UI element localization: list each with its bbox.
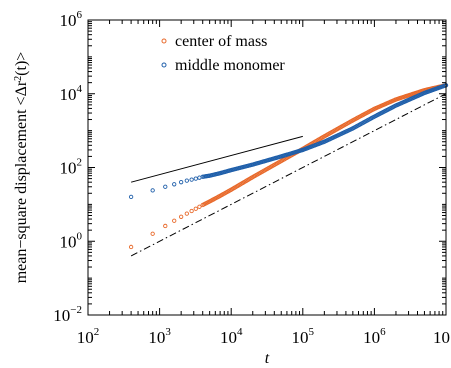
y-axis-title-tail: (t)> — [13, 52, 30, 76]
data-point-middle-monomer — [164, 185, 167, 188]
x-tick-label: 103 — [148, 326, 171, 347]
data-points — [129, 84, 447, 249]
y-tick-label-exponent: −2 — [70, 304, 82, 316]
legend: center of mass middle monomer — [162, 33, 285, 74]
y-tick-label-exponent: 4 — [77, 83, 83, 95]
data-point-center-of-mass — [151, 232, 154, 235]
legend-marker-middle-monomer — [162, 63, 166, 67]
reference-lines — [131, 94, 446, 256]
y-axis-title-main: mean−square displacement <Δr — [13, 80, 30, 283]
data-point-middle-monomer — [190, 178, 193, 181]
data-point-center-of-mass — [179, 215, 182, 218]
y-tick-label-exponent: 2 — [77, 157, 83, 169]
x-tick-label: 105 — [292, 326, 315, 347]
x-tick-label: 10 — [433, 328, 450, 347]
x-tick-label-exponent: 4 — [237, 326, 243, 338]
x-tick-label: 102 — [77, 326, 100, 347]
x-tick-label-exponent: 5 — [309, 326, 315, 338]
y-tick-label-exponent: 6 — [77, 9, 83, 21]
legend-label-middle-monomer: middle monomer — [175, 57, 285, 74]
y-tick-label: 102 — [60, 157, 83, 178]
y-tick-label: 104 — [60, 83, 83, 104]
data-point-middle-monomer — [129, 195, 132, 198]
data-point-middle-monomer — [151, 189, 154, 192]
legend-marker-center-of-mass — [162, 39, 166, 43]
data-point-middle-monomer — [179, 180, 182, 183]
data-point-center-of-mass — [129, 245, 132, 248]
data-point-center-of-mass — [194, 207, 197, 210]
y-tick-label: 100 — [60, 230, 83, 251]
data-point-middle-monomer — [194, 177, 197, 180]
legend-label-center-of-mass: center of mass — [175, 33, 267, 50]
y-tick-label: 10−2 — [53, 304, 82, 325]
y-tick-label: 106 — [60, 9, 83, 30]
data-point-center-of-mass — [190, 209, 193, 212]
x-tick-label: 106 — [363, 326, 386, 347]
x-tick-label-exponent: 6 — [380, 326, 386, 338]
data-point-center-of-mass — [173, 219, 176, 222]
x-axis-title: t — [265, 350, 270, 367]
x-tick-label: 104 — [220, 326, 243, 347]
y-tick-label-exponent: 0 — [77, 230, 83, 242]
data-point-center-of-mass — [198, 205, 201, 208]
data-point-middle-monomer — [185, 179, 188, 182]
y-axis-title: mean−square displacement <Δr2(t)> — [13, 52, 31, 284]
x-tick-label-exponent: 2 — [94, 326, 100, 338]
data-point-middle-monomer — [173, 183, 176, 186]
data-point-center-of-mass — [185, 212, 188, 215]
x-tick-label-exponent: 3 — [165, 326, 171, 338]
data-point-center-of-mass — [164, 224, 167, 227]
reference-line-dash-dot — [131, 94, 446, 256]
